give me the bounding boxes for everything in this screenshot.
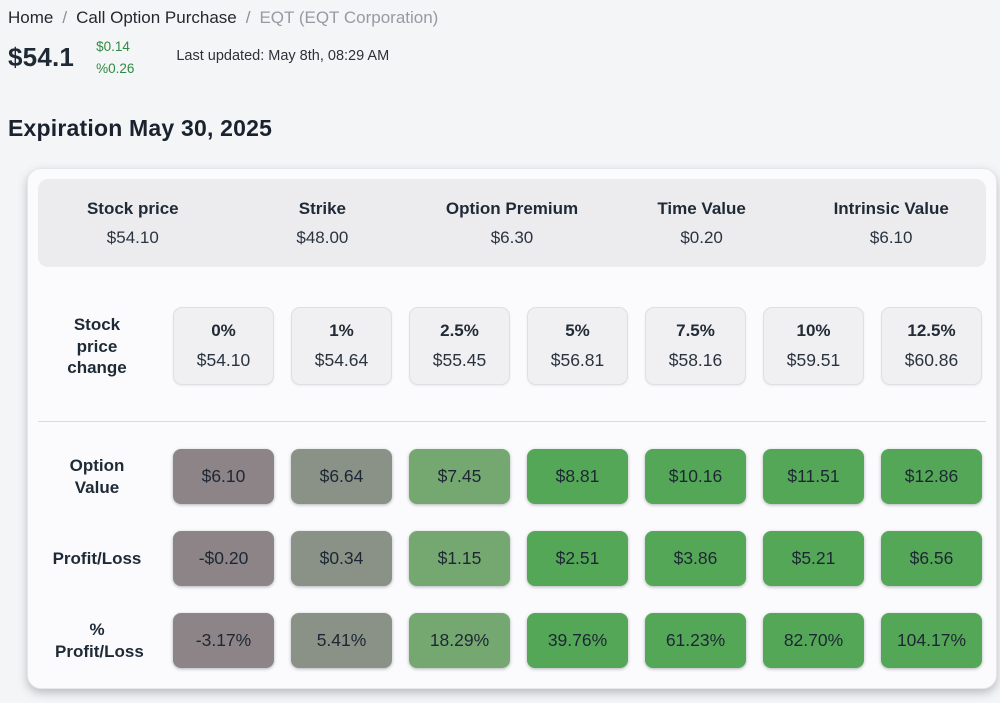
stock-change-percent: %0.26 <box>96 60 135 76</box>
pct-profit-loss-row: % Profit/Loss -3.17% 5.41% 18.29% 39.76%… <box>38 613 986 669</box>
breadcrumb: Home / Call Option Purchase / EQT (EQT C… <box>8 8 1000 28</box>
breadcrumb-home[interactable]: Home <box>8 8 54 27</box>
breadcrumb-call-option-purchase[interactable]: Call Option Purchase <box>76 8 237 27</box>
option-value-cell: $6.64 <box>291 449 392 505</box>
stat-strike: Strike $48.00 <box>228 199 418 248</box>
stat-label: Stock price <box>86 198 179 218</box>
pct-profit-loss-cell: 82.70% <box>763 613 864 669</box>
price-change-percent: 2.5% <box>440 321 479 341</box>
pct-profit-loss-cell: 18.29% <box>409 613 510 669</box>
price-change-cell: 12.5% $60.86 <box>881 307 982 386</box>
option-value-cell: $12.86 <box>881 449 982 505</box>
pct-profit-loss-cell: 5.41% <box>291 613 392 669</box>
profit-loss-cell: -$0.20 <box>173 531 274 587</box>
option-value-cell: $6.10 <box>173 449 274 505</box>
stock-change-dollar: $0.14 <box>96 39 130 54</box>
price-change-percent: 10% <box>796 321 831 341</box>
price-change-percent: 0% <box>211 321 236 341</box>
profit-loss-cell: $2.51 <box>527 531 628 587</box>
price-change-percent: 1% <box>329 321 354 341</box>
last-updated-text: Last updated: May 8th, 08:29 AM <box>176 47 390 64</box>
stat-value: $0.20 <box>680 227 723 247</box>
price-change-percent: 5% <box>565 321 590 341</box>
price-change-price: $55.45 <box>432 350 487 371</box>
stat-value: $6.30 <box>490 227 534 247</box>
section-divider <box>38 421 986 423</box>
row-label-stock-price-change: Stock price change <box>67 315 127 377</box>
stat-stock-price: Stock price $54.10 <box>38 199 228 248</box>
stat-label: Time Value <box>657 198 746 218</box>
profit-loss-cell: $0.34 <box>291 531 392 587</box>
price-change-cell: 2.5% $55.45 <box>409 307 510 386</box>
option-value-cell: $10.16 <box>645 449 746 505</box>
profit-loss-row: Profit/Loss -$0.20 $0.34 $1.15 $2.51 $3.… <box>38 531 986 587</box>
price-change-percent: 7.5% <box>676 321 715 341</box>
breadcrumb-separator: / <box>245 8 251 27</box>
price-change-cell: 0% $54.10 <box>173 307 274 386</box>
pct-profit-loss-cell: 61.23% <box>645 613 746 669</box>
stat-time-value: Time Value $0.20 <box>607 199 797 248</box>
price-change-price: $60.86 <box>904 350 959 371</box>
price-change-price: $59.51 <box>786 350 841 371</box>
price-change-cell: 5% $56.81 <box>527 307 628 386</box>
price-change-cell: 10% $59.51 <box>763 307 864 386</box>
price-change-price: $54.64 <box>314 350 369 371</box>
price-change-price: $58.16 <box>668 350 723 371</box>
price-change-cell: 7.5% $58.16 <box>645 307 746 386</box>
breadcrumb-separator: / <box>62 8 68 27</box>
stat-option-premium: Option Premium $6.30 <box>417 199 607 248</box>
price-change-price: $54.10 <box>196 350 251 371</box>
stat-value: $48.00 <box>296 227 349 247</box>
row-label-option-value: Option Value <box>69 456 125 497</box>
row-label-profit-loss: Profit/Loss <box>52 549 142 569</box>
option-value-row: Option Value $6.10 $6.64 $7.45 $8.81 $10… <box>38 449 986 505</box>
stock-price-change-row: Stock price change 0% $54.10 1% $54.64 2… <box>38 307 986 386</box>
pct-profit-loss-cell: 39.76% <box>527 613 628 669</box>
stat-label: Intrinsic Value <box>833 198 949 218</box>
option-value-cell: $11.51 <box>763 449 864 505</box>
option-value-cell: $7.45 <box>409 449 510 505</box>
breadcrumb-current-ticker: EQT (EQT Corporation) <box>259 8 439 27</box>
profit-loss-cell: $3.86 <box>645 531 746 587</box>
page-title-expiration: Expiration May 30, 2025 <box>8 115 273 142</box>
pct-profit-loss-cell: -3.17% <box>173 613 274 669</box>
stat-label: Strike <box>298 198 347 218</box>
price-change-percent: 12.5% <box>907 321 956 341</box>
stat-label: Option Premium <box>445 198 579 218</box>
price-change-cell: 1% $54.64 <box>291 307 392 386</box>
pct-profit-loss-cell: 104.17% <box>881 613 982 669</box>
stat-value: $54.10 <box>106 227 159 247</box>
stat-value: $6.10 <box>869 227 913 247</box>
row-label-pct-profit-loss: % Profit/Loss <box>55 620 144 661</box>
stat-intrinsic-value: Intrinsic Value $6.10 <box>796 199 986 248</box>
options-matrix-card: Stock price $54.10 Strike $48.00 Option … <box>27 168 997 690</box>
stock-change: $0.14 %0.26 <box>96 36 134 79</box>
profit-loss-cell: $6.56 <box>881 531 982 587</box>
quote-row: $54.1 $0.14 %0.26 Last updated: May 8th,… <box>8 36 1000 79</box>
profit-loss-cell: $5.21 <box>763 531 864 587</box>
price-change-price: $56.81 <box>550 350 605 371</box>
stock-price: $54.1 <box>8 42 75 73</box>
option-value-cell: $8.81 <box>527 449 628 505</box>
profit-loss-cell: $1.15 <box>409 531 510 587</box>
summary-stats-band: Stock price $54.10 Strike $48.00 Option … <box>38 179 986 268</box>
